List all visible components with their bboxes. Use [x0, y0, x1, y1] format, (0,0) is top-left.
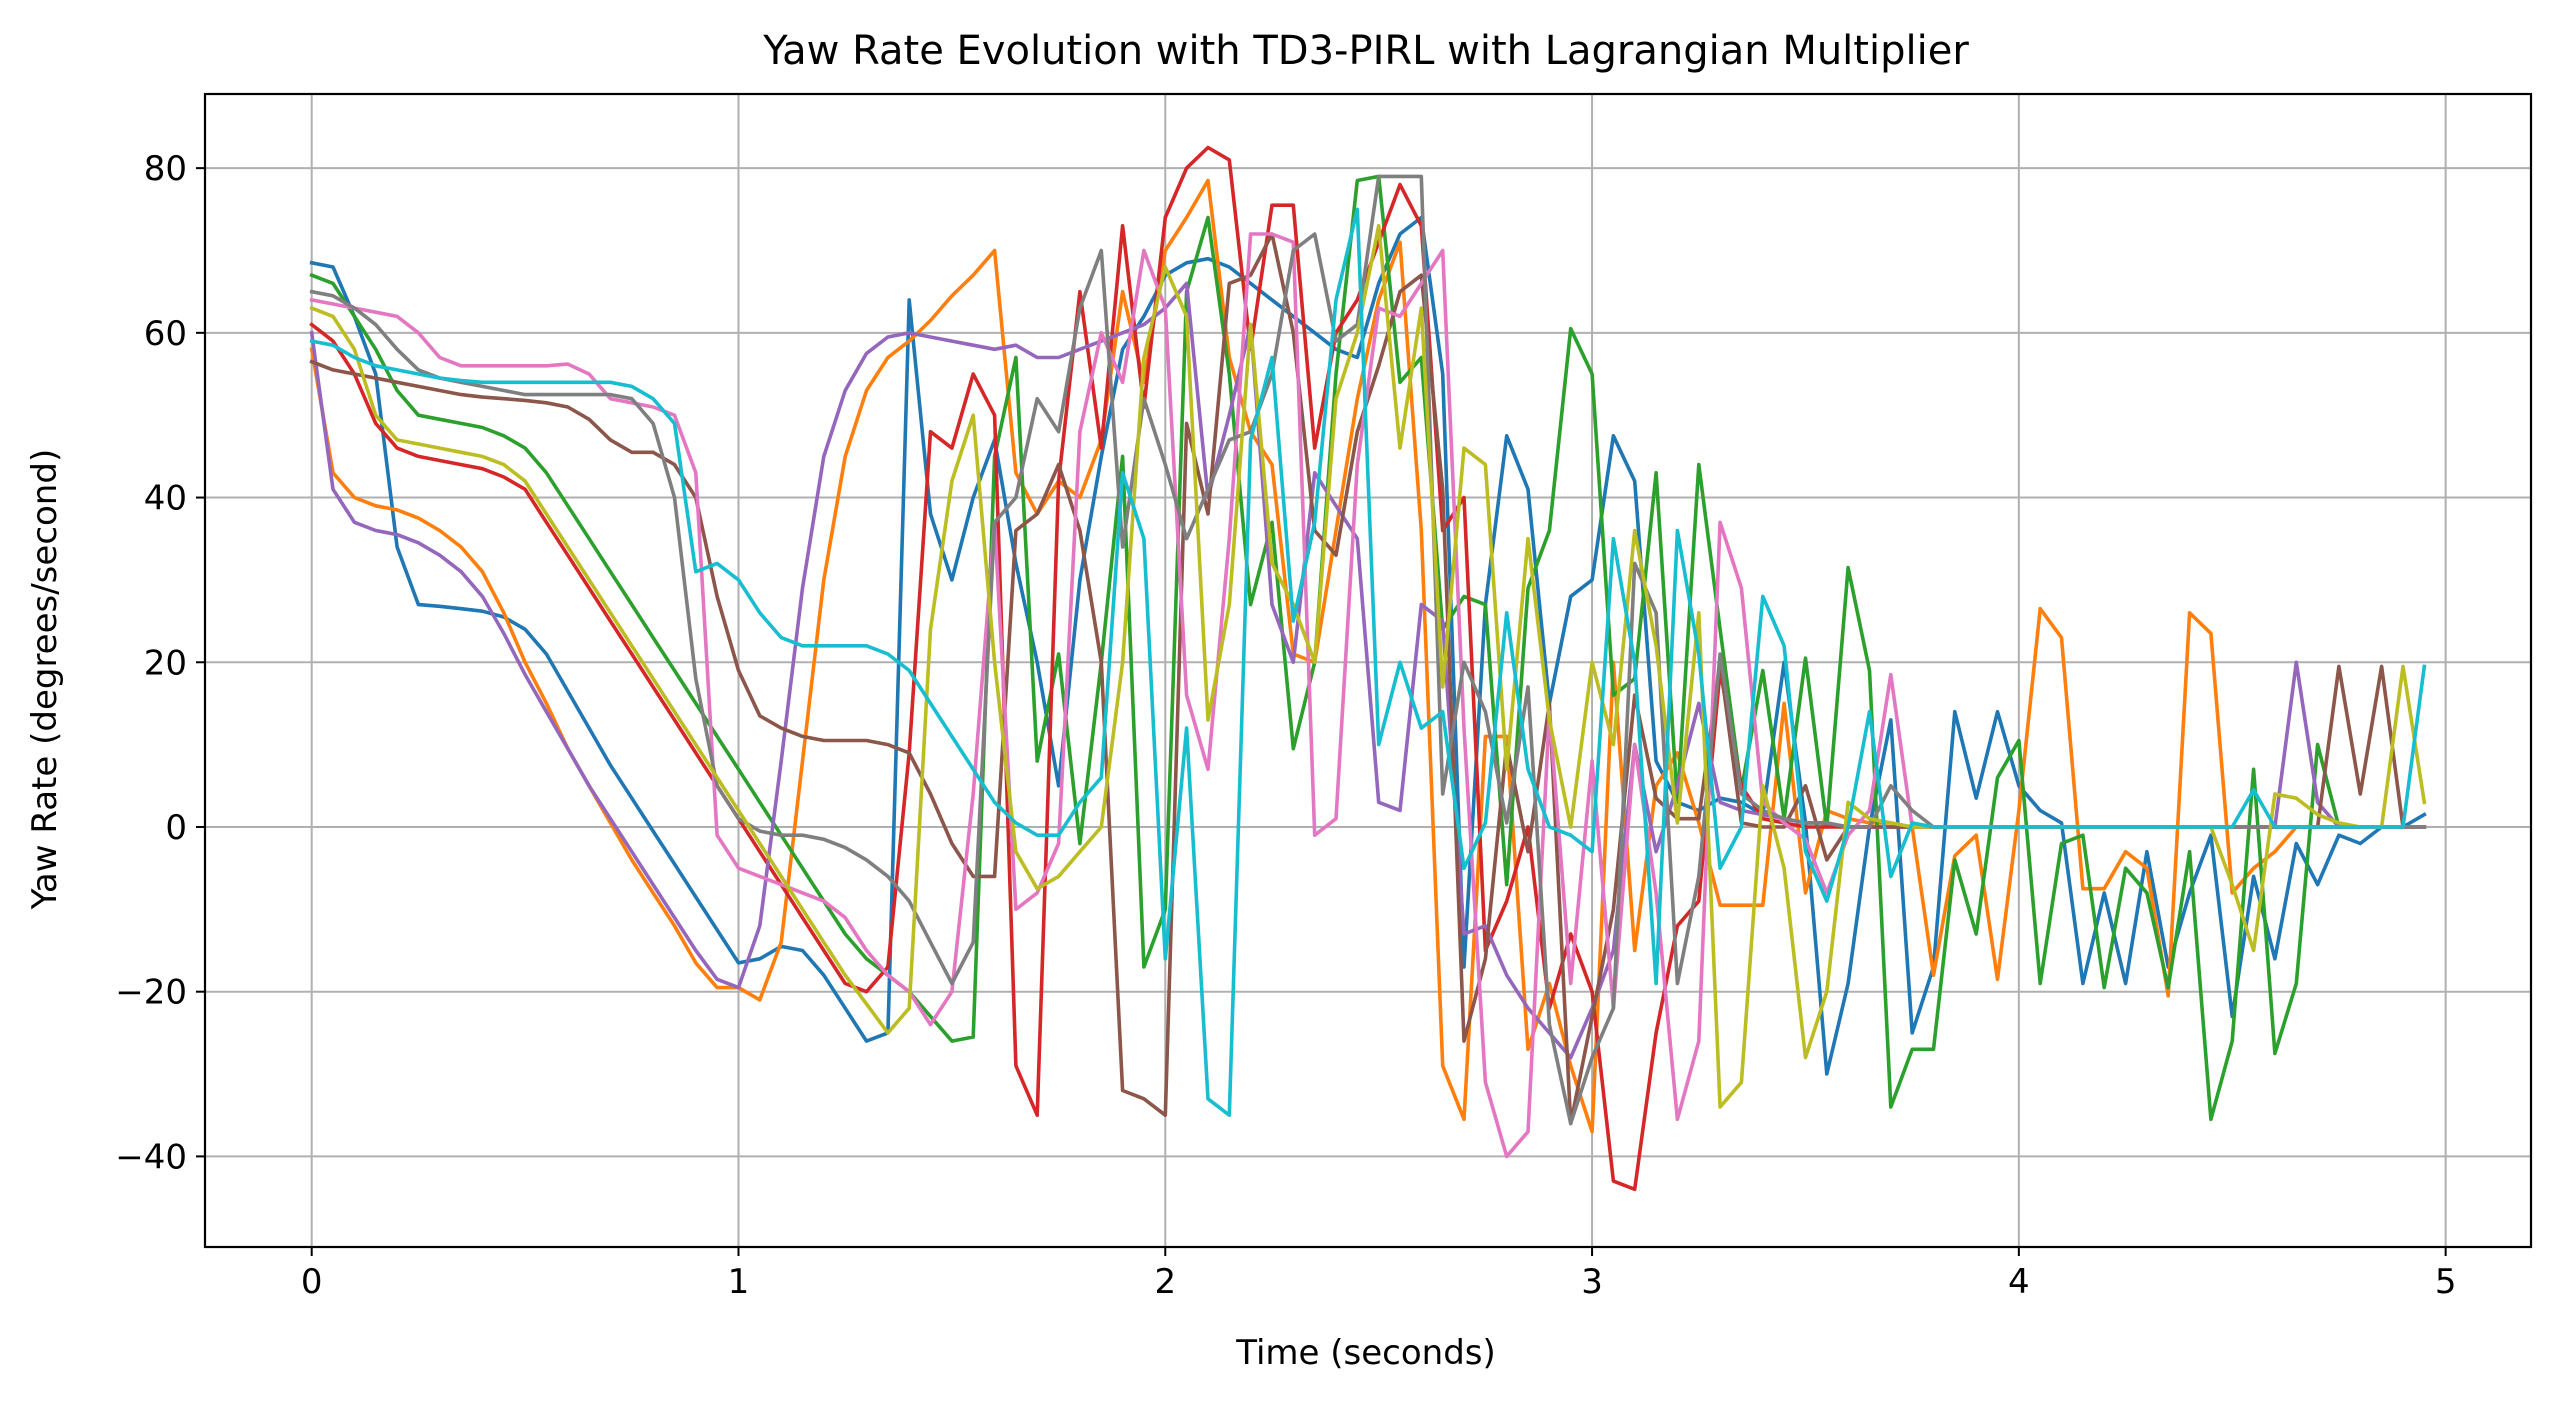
y-tick-label: 20	[144, 643, 187, 683]
y-tick-label: −20	[115, 973, 187, 1013]
y-tick-label: −40	[115, 1137, 187, 1177]
y-tick-label: 60	[144, 314, 187, 354]
y-tick-label: 40	[144, 479, 187, 519]
series-line-10	[309, 207, 2427, 1117]
x-axis-label: Time (seconds)	[1235, 1333, 1496, 1373]
x-tick-label: 2	[1154, 1262, 1176, 1302]
x-tick-label: 1	[728, 1262, 750, 1302]
series-line-3	[309, 174, 2427, 1122]
y-axis-label: Yaw Rate (degrees/second)	[25, 449, 65, 910]
x-tick-label: 0	[301, 1262, 323, 1302]
x-tick-label: 3	[1581, 1262, 1603, 1302]
x-tick-label: 5	[2435, 1262, 2457, 1302]
series-line-2	[309, 178, 2427, 1134]
axis-ticks: 0 1 2 3 4 5 −40 −20 0 20 40 60 80	[115, 149, 2456, 1302]
y-tick-label: 0	[165, 808, 187, 848]
grid-lines	[205, 94, 2531, 1247]
plot-frame	[203, 92, 2533, 1249]
series-lines	[309, 145, 2427, 1192]
x-tick-label: 4	[2008, 1262, 2030, 1302]
chart-title: Yaw Rate Evolution with TD3-PIRL with La…	[762, 28, 1969, 74]
series-line-1	[309, 215, 2427, 1076]
y-tick-label: 80	[144, 149, 187, 189]
